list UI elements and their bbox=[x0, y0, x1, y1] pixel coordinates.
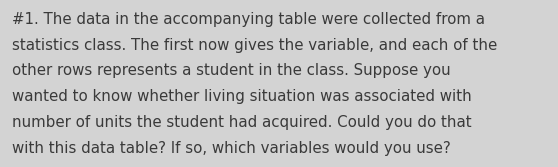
Text: #1. The data in the accompanying table were collected from a: #1. The data in the accompanying table w… bbox=[12, 12, 485, 27]
Text: statistics class. The first now gives the variable, and each of the: statistics class. The first now gives th… bbox=[12, 38, 498, 53]
Text: wanted to know whether living situation was associated with: wanted to know whether living situation … bbox=[12, 89, 472, 104]
Text: number of units the student had acquired. Could you do that: number of units the student had acquired… bbox=[12, 115, 472, 130]
Text: other rows represents a student in the class. Suppose you: other rows represents a student in the c… bbox=[12, 63, 451, 78]
Text: with this data table? If so, which variables would you use?: with this data table? If so, which varia… bbox=[12, 141, 451, 156]
